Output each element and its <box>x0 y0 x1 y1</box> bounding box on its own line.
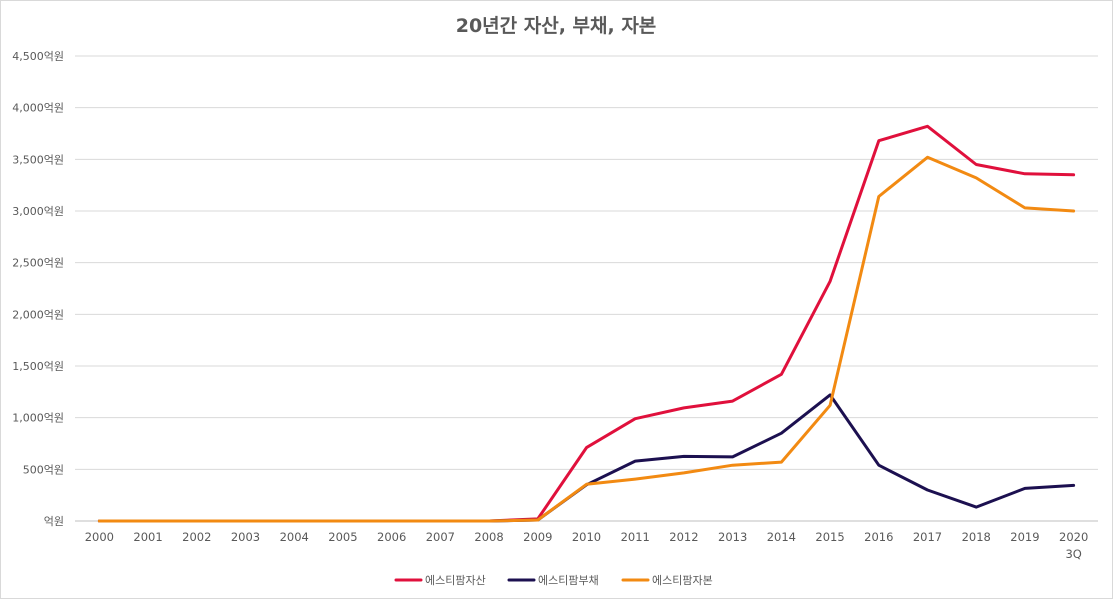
legend-item-1: 에스티팜자산 <box>394 574 486 587</box>
x-axis: 2000 2001 2002 2003 2004 2005 2006 2007 2008 2009… <box>85 530 1089 561</box>
y-tick-label: 500억원 <box>23 463 64 476</box>
y-axis: 억원 500억원 1,000억원 1,500억원 2,000억원 2,500억원 3,000… <box>12 50 64 528</box>
series-line-3 <box>97 155 1076 523</box>
chart-title: 20년간 자산, 부채, 자본 <box>456 15 657 37</box>
y-tick-label: 3,500억원 <box>12 153 64 166</box>
series-line-1 <box>97 124 1076 523</box>
y-tick-label: 2,000억원 <box>12 308 64 321</box>
gridlines <box>75 55 1098 522</box>
x-tick-label: 2004 <box>280 530 309 544</box>
y-tick-label: 1,500억원 <box>12 360 64 373</box>
y-tick-label: 4,500억원 <box>12 50 64 63</box>
legend-item-2: 에스티팜부채 <box>507 574 599 587</box>
legend-label: 에스티팜자산 <box>425 574 486 587</box>
x-tick-label: 2007 <box>426 530 455 544</box>
series-lines <box>97 124 1076 523</box>
y-tick-label: 1,000억원 <box>12 412 64 425</box>
x-tick-label: 2002 <box>182 530 211 544</box>
x-tick-label: 2015 <box>815 530 844 544</box>
x-tick-label: 2005 <box>328 530 357 544</box>
y-tick-label: 3,000억원 <box>12 205 64 218</box>
x-tick-label: 2008 <box>474 530 503 544</box>
x-tick-label: 2006 <box>377 530 406 544</box>
x-tick-label: 2003 <box>231 530 260 544</box>
x-tick-label: 2017 <box>913 530 942 544</box>
y-tick-label: 2,500억원 <box>12 257 64 270</box>
x-tick-label: 2010 <box>572 530 601 544</box>
x-tick-label: 2019 <box>1010 530 1039 544</box>
x-tick-label: 2001 <box>133 530 162 544</box>
x-tick-label: 2014 <box>767 530 796 544</box>
x-tick-label: 2018 <box>962 530 991 544</box>
legend: 에스티팜자산 에스티팜부채 에스티팜자본 <box>394 574 713 587</box>
x-tick-label: 2016 <box>864 530 893 544</box>
x-tick-label: 2011 <box>621 530 650 544</box>
x-tick-label: 2009 <box>523 530 552 544</box>
y-tick-label: 억원 <box>44 515 64 528</box>
x-tick-label: 2020 3Q <box>1059 530 1088 561</box>
y-tick-label: 4,000억원 <box>12 102 64 115</box>
x-tick-label: 2012 <box>669 530 698 544</box>
series-line-2 <box>97 393 1076 523</box>
x-tick-label: 2000 <box>85 530 114 544</box>
x-tick-label: 2013 <box>718 530 747 544</box>
legend-label: 에스티팜부채 <box>538 574 599 587</box>
legend-label: 에스티팜자본 <box>652 574 713 587</box>
legend-item-3: 에스티팜자본 <box>621 574 713 587</box>
